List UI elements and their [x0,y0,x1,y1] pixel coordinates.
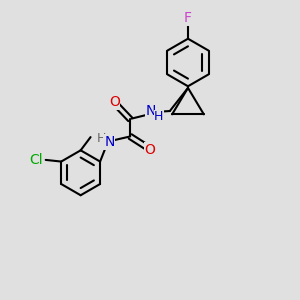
Text: Cl: Cl [29,153,42,167]
Text: O: O [109,95,120,109]
Text: F: F [184,11,192,25]
Text: H: H [97,132,106,145]
Text: N: N [104,135,115,149]
Text: N: N [146,104,156,118]
Text: H: H [154,110,164,123]
Text: O: O [145,143,155,157]
